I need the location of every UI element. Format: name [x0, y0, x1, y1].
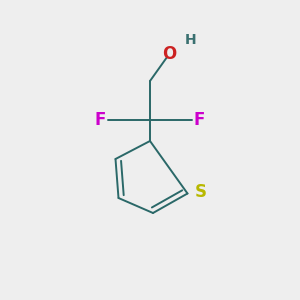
Text: S: S — [195, 183, 207, 201]
Text: O: O — [162, 45, 177, 63]
Text: F: F — [95, 111, 106, 129]
Text: F: F — [194, 111, 205, 129]
Text: H: H — [185, 34, 196, 47]
